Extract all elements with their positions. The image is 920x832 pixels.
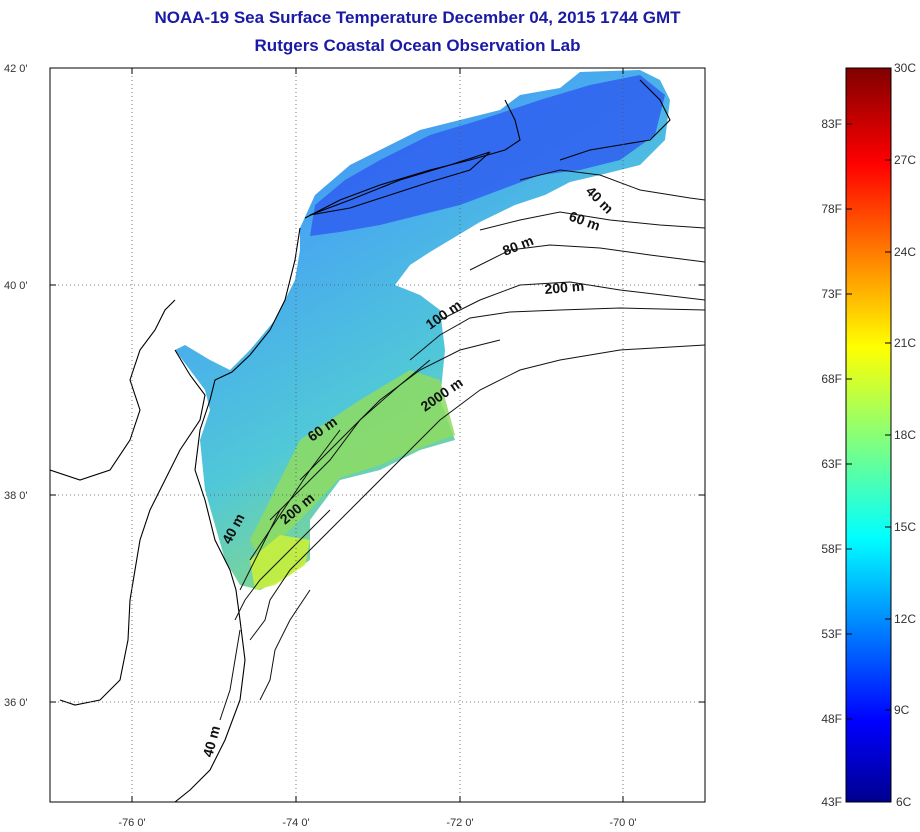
sst-warm-patch bbox=[250, 370, 455, 560]
colorbar-celsius-label: 27C bbox=[894, 153, 916, 167]
map-title: NOAA-19 Sea Surface Temperature December… bbox=[154, 8, 681, 27]
colorbar-celsius-label: 12C bbox=[894, 612, 916, 626]
colorbar-celsius-label: 6C bbox=[896, 795, 912, 809]
colorbar-fahrenheit-label: 43F bbox=[821, 795, 842, 809]
colorbar-celsius-label: 24C bbox=[894, 245, 916, 259]
lon-label: -70 0' bbox=[609, 817, 636, 829]
long-island bbox=[309, 151, 491, 216]
lon-label: -72 0' bbox=[446, 817, 473, 829]
lon-label: -74 0' bbox=[282, 817, 309, 829]
isobath-label: 40 m bbox=[199, 724, 223, 759]
lat-label: 38 0' bbox=[4, 490, 28, 502]
colorbar-fahrenheit-label: 53F bbox=[821, 627, 842, 641]
colorbar-celsius-label: 15C bbox=[894, 520, 916, 534]
colorbar-celsius-label: 18C bbox=[894, 428, 916, 442]
colorbar-celsius-label: 21C bbox=[894, 336, 916, 350]
isobath-label: 200 m bbox=[544, 278, 585, 297]
colorbar-fahrenheit-label: 48F bbox=[821, 712, 842, 726]
colorbar-fahrenheit-label: 68F bbox=[821, 372, 842, 386]
isobaths bbox=[219, 169, 705, 721]
colorbar-fahrenheit-label: 63F bbox=[821, 457, 842, 471]
lon-label: -76 0' bbox=[118, 817, 145, 829]
lat-label: 40 0' bbox=[4, 280, 28, 292]
colorbar-fahrenheit-label: 58F bbox=[821, 542, 842, 556]
colorbar-ticks bbox=[846, 67, 891, 803]
lat-label: 42 0' bbox=[4, 63, 28, 75]
colorbar-fahrenheit-label: 78F bbox=[821, 202, 842, 216]
colorbar-fahrenheit-label: 73F bbox=[821, 287, 842, 301]
colorbar-celsius-label: 9C bbox=[894, 703, 910, 717]
colorbar bbox=[845, 67, 892, 803]
lat-label: 36 0' bbox=[4, 697, 28, 709]
map-subtitle: Rutgers Coastal Ocean Observation Lab bbox=[254, 36, 581, 55]
sst-warmest-patch bbox=[250, 535, 310, 590]
colorbar-fahrenheit-label: 83F bbox=[821, 117, 842, 131]
axis-ticks bbox=[50, 67, 705, 802]
colorbar-celsius-label: 30C bbox=[894, 61, 916, 75]
map-body: 40 m 60 m 80 m 200 m 100 m 2000 m 60 m 2… bbox=[50, 68, 705, 802]
coastline bbox=[50, 79, 671, 802]
